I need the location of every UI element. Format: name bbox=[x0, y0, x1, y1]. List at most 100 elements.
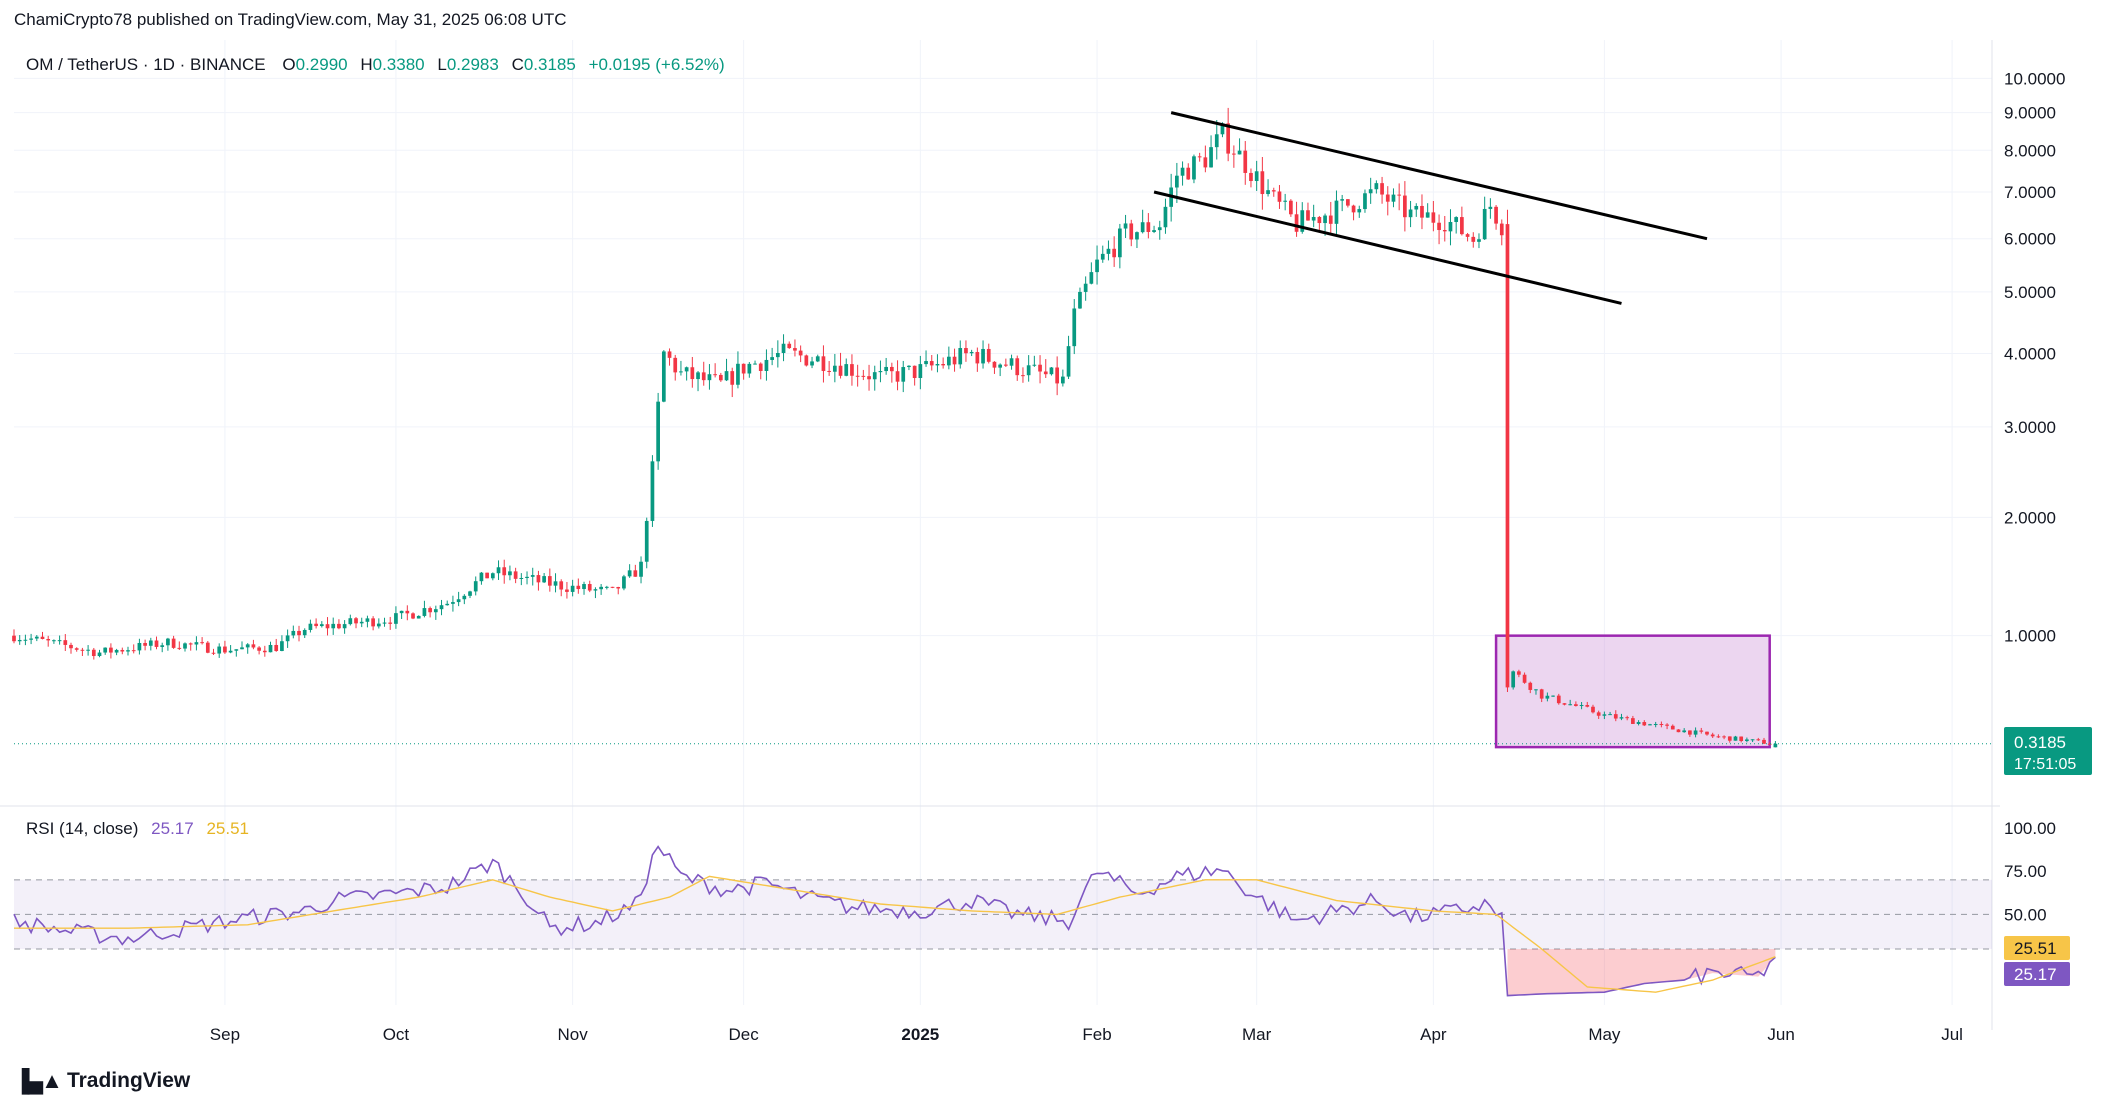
candle-body bbox=[616, 586, 621, 589]
time-axis[interactable]: Sep Oct Nov Dec 2025 Feb Mar Apr May Jun Jul bbox=[210, 1025, 1963, 1044]
trendlines[interactable] bbox=[1153, 111, 1708, 305]
candle-body bbox=[775, 353, 780, 358]
footer-brand: TradingView bbox=[66, 1069, 191, 1092]
candle-body bbox=[223, 646, 227, 653]
candle-body bbox=[969, 351, 974, 354]
candle-body bbox=[981, 348, 985, 364]
candle-body bbox=[1066, 346, 1071, 377]
rsi-tick-label: 100.00 bbox=[2004, 819, 2056, 838]
candle-body bbox=[1414, 205, 1419, 210]
candle-body bbox=[1049, 367, 1054, 375]
candle-body bbox=[1157, 227, 1162, 231]
candle-body bbox=[1323, 215, 1327, 224]
candle-body bbox=[570, 585, 575, 592]
candle-body bbox=[542, 576, 546, 583]
candle-body bbox=[929, 361, 934, 366]
candle-body bbox=[587, 584, 592, 591]
rsi-ma-badge-value: 25.51 bbox=[2014, 939, 2057, 958]
candle-body bbox=[422, 608, 427, 616]
candle-body bbox=[103, 647, 108, 653]
accumulation-zone[interactable] bbox=[1494, 634, 1771, 749]
change-value: +0.0195 (+6.52%) bbox=[589, 55, 725, 74]
price-tick-label: 2.0000 bbox=[2004, 508, 2056, 527]
candle-body bbox=[314, 623, 318, 627]
candle-body bbox=[1636, 722, 1641, 724]
candle-body bbox=[205, 642, 210, 653]
candle-body bbox=[1385, 194, 1390, 202]
last-price-badge: 0.3185 17:51:05 bbox=[2004, 727, 2092, 775]
candle-body bbox=[1631, 718, 1635, 724]
candle-body bbox=[889, 366, 894, 372]
candle-body bbox=[667, 351, 672, 358]
candle-body bbox=[1368, 189, 1373, 194]
candle-body bbox=[166, 638, 170, 646]
candle-body bbox=[228, 650, 233, 653]
candle-body bbox=[274, 644, 279, 652]
candle-body bbox=[91, 649, 96, 657]
time-tick-label: Nov bbox=[558, 1025, 589, 1044]
candle-body bbox=[724, 371, 729, 381]
candle-body bbox=[1254, 171, 1259, 182]
candle-body bbox=[337, 623, 341, 629]
close-label: C bbox=[512, 55, 524, 74]
candle-body bbox=[456, 599, 461, 603]
candle-body bbox=[964, 348, 968, 354]
candle-body bbox=[741, 363, 746, 374]
candle-body bbox=[1408, 209, 1413, 218]
rsi-ma-badge: 25.51 bbox=[2004, 936, 2070, 960]
zone-rectangle bbox=[1494, 634, 1771, 749]
candle-body bbox=[171, 638, 176, 648]
chart-canvas[interactable]: 10.0000 9.0000 8.0000 7.0000 6.0000 5.0000 4.0… bbox=[0, 0, 2114, 1060]
rsi-axis[interactable]: 100.00 75.00 50.00 bbox=[2004, 819, 2056, 924]
candle-body bbox=[1220, 123, 1225, 135]
candle-body bbox=[502, 567, 507, 576]
tradingview-footer[interactable]: ▐▄▲ TradingView bbox=[14, 1068, 190, 1094]
candle-body bbox=[867, 376, 871, 380]
candle-body bbox=[490, 573, 495, 579]
candle-body bbox=[559, 581, 564, 590]
candle-body bbox=[986, 348, 991, 362]
candle-body bbox=[354, 618, 358, 624]
low-label: L bbox=[437, 55, 446, 74]
price-tick-label: 7.0000 bbox=[2004, 183, 2056, 202]
candle-body bbox=[684, 367, 689, 372]
candle-body bbox=[1762, 739, 1766, 744]
candle-body bbox=[639, 561, 643, 577]
candle-body bbox=[131, 650, 136, 652]
candle-body bbox=[815, 356, 820, 362]
candle-body bbox=[1003, 364, 1008, 366]
rsi-tick-label: 50.00 bbox=[2004, 905, 2047, 924]
candle-body bbox=[1551, 695, 1555, 697]
candle-body bbox=[633, 570, 638, 577]
candle-body bbox=[1135, 232, 1139, 240]
candle-body bbox=[1448, 221, 1453, 232]
candle-body bbox=[1163, 206, 1168, 228]
candle-body bbox=[924, 361, 928, 365]
candle-body bbox=[188, 643, 193, 645]
candle-body bbox=[1192, 156, 1196, 180]
price-axis[interactable]: 10.0000 9.0000 8.0000 7.0000 6.0000 5.0000 4.0… bbox=[1991, 40, 2065, 1030]
candle-body bbox=[1585, 705, 1590, 707]
time-tick-label: Mar bbox=[1242, 1025, 1272, 1044]
candle-body bbox=[707, 374, 712, 381]
candle-body bbox=[547, 576, 552, 586]
candle-body bbox=[1197, 156, 1202, 158]
candle-body bbox=[627, 570, 632, 577]
candle-body bbox=[1026, 365, 1031, 376]
candle-body bbox=[1477, 239, 1481, 242]
candle-body bbox=[599, 586, 603, 590]
candle-body bbox=[319, 624, 324, 627]
candle-body bbox=[1089, 272, 1094, 284]
candle-body bbox=[399, 610, 404, 614]
candle-body bbox=[1568, 704, 1573, 706]
candle-body bbox=[154, 640, 159, 647]
price-tick-label: 4.0000 bbox=[2004, 345, 2056, 364]
candle-body bbox=[1727, 736, 1732, 741]
candle-body bbox=[46, 639, 51, 641]
candle-body bbox=[1431, 212, 1436, 223]
candle-body bbox=[1311, 216, 1316, 221]
candle-body bbox=[1539, 689, 1544, 699]
candle-body bbox=[34, 636, 39, 639]
candle-body bbox=[1454, 217, 1459, 222]
candle-body bbox=[40, 636, 45, 640]
